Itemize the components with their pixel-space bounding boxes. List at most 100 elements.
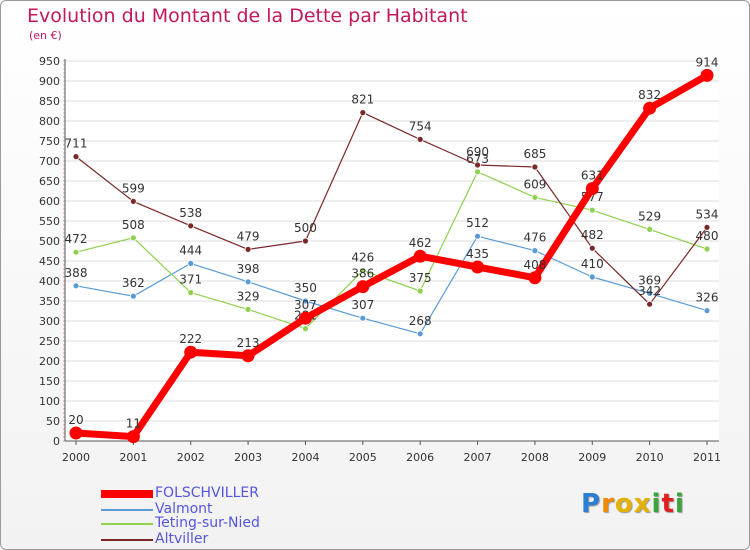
data-label: 408: [523, 258, 546, 272]
data-point: [359, 314, 367, 322]
data-label: 444: [179, 243, 202, 257]
legend-swatch: [101, 509, 153, 511]
x-tick-label: 2010: [636, 451, 664, 464]
proxiti-logo: Proxiti: [581, 489, 685, 519]
data-label: 388: [65, 266, 88, 280]
data-label: 500: [294, 221, 317, 235]
data-label: 631: [581, 169, 604, 183]
data-point: [703, 307, 711, 315]
data-point: [474, 232, 481, 240]
y-tick-label: 950: [39, 55, 60, 68]
x-tick-label: 2001: [119, 451, 147, 464]
series-line-altviller: [75, 111, 708, 305]
data-label: 20: [68, 413, 83, 427]
logo-letter: o: [614, 489, 634, 519]
x-tick-label: 2011: [693, 451, 721, 464]
y-tick-label: 450: [39, 255, 60, 268]
data-label: 832: [638, 88, 661, 102]
data-label: 435: [466, 247, 489, 261]
data-label: 11: [126, 417, 141, 431]
data-label: 342: [638, 284, 661, 298]
data-point: [187, 259, 195, 267]
y-tick-label: 750: [39, 135, 60, 148]
data-label: 599: [122, 181, 145, 195]
data-point: [244, 245, 252, 253]
data-point: [588, 273, 596, 281]
legend-label: Altviller: [155, 531, 209, 547]
y-tick-label: 650: [39, 175, 60, 188]
data-point: [700, 68, 714, 82]
data-point: [528, 271, 542, 285]
data-label: 529: [638, 209, 661, 223]
data-label: 534: [696, 207, 719, 221]
data-label: 307: [351, 298, 374, 312]
data-point: [585, 182, 599, 196]
x-tick-label: 2004: [291, 451, 319, 464]
data-label: 386: [351, 267, 374, 281]
data-label: 690: [466, 145, 489, 159]
data-point: [703, 223, 711, 231]
data-label: 326: [696, 291, 719, 305]
logo-letter: x: [633, 489, 652, 519]
data-point: [187, 222, 195, 230]
data-point: [184, 345, 198, 359]
x-tick-label: 2008: [521, 451, 549, 464]
data-point: [72, 248, 80, 256]
data-point: [643, 101, 657, 115]
y-tick-label: 550: [39, 215, 60, 228]
y-tick-label: 500: [39, 235, 60, 248]
data-point: [129, 197, 137, 205]
data-point: [646, 289, 654, 297]
data-point: [588, 206, 596, 214]
data-label: 268: [409, 314, 432, 328]
data-label: 350: [294, 281, 317, 295]
y-tick-label: 100: [39, 395, 60, 408]
data-point: [531, 247, 539, 255]
series-line-teting-sur-nied: [75, 171, 708, 330]
logo-letter: t: [661, 489, 675, 519]
data-point: [359, 109, 367, 116]
logo-letter: r: [601, 489, 615, 519]
logo-letter: P: [581, 489, 602, 519]
series-line-folschviller: [72, 71, 711, 441]
y-tick-label: 200: [39, 355, 60, 368]
x-tick-label: 2002: [177, 451, 205, 464]
x-tick-label: 2005: [349, 451, 377, 464]
data-point: [646, 300, 654, 308]
data-point: [531, 193, 539, 201]
data-point: [129, 234, 137, 242]
data-label: 462: [409, 236, 432, 250]
logo-letter: i: [651, 489, 662, 519]
x-tick-label: 2009: [578, 451, 606, 464]
y-tick-label: 350: [39, 295, 60, 308]
y-tick-label: 50: [46, 415, 60, 428]
data-label: 375: [409, 271, 432, 285]
legend-label: FOLSCHVILLER: [155, 485, 259, 501]
x-tick-label: 2000: [62, 451, 90, 464]
data-label: 711: [65, 137, 88, 151]
data-label: 609: [523, 177, 546, 191]
x-tick-label: 2007: [464, 451, 492, 464]
data-label: 426: [351, 251, 374, 265]
data-point: [416, 287, 424, 295]
data-point: [302, 325, 309, 333]
data-label: 410: [581, 257, 604, 271]
data-point: [187, 289, 195, 297]
logo-letter: i: [674, 489, 685, 519]
data-label: 685: [523, 147, 546, 161]
data-point: [244, 305, 252, 313]
legend-swatch: [101, 539, 153, 541]
data-point: [416, 330, 424, 338]
data-label: 398: [237, 262, 260, 276]
data-point: [69, 426, 83, 440]
chart-title: Evolution du Montant de la Dette par Hab…: [27, 5, 468, 27]
data-label: 371: [179, 273, 202, 287]
data-label: 538: [179, 206, 202, 220]
plot-area: [65, 59, 719, 441]
data-label: 213: [237, 336, 260, 350]
legend-swatch: [101, 490, 153, 498]
data-point: [126, 430, 140, 444]
data-point: [298, 311, 312, 325]
